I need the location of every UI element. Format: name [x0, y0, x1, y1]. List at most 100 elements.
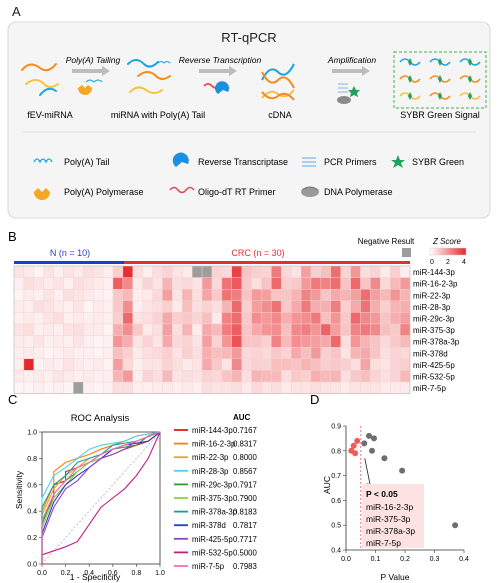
heatmap-cell — [142, 381, 153, 394]
step-polya-tailing: Poly(A) Tailing — [66, 55, 121, 65]
heatmap-cell — [201, 381, 213, 394]
heatmap-cell — [380, 300, 391, 313]
heatmap-cell — [340, 370, 351, 383]
heatmap-cell — [112, 312, 124, 325]
heatmap-cell — [340, 312, 351, 325]
heatmap-cell — [360, 277, 371, 290]
heatmap-cell — [271, 312, 282, 325]
heatmap-cell — [330, 312, 341, 325]
heatmap-cell — [231, 381, 242, 394]
scatter-ytick-label: 0.5 — [331, 523, 341, 530]
heatmap-cell — [142, 358, 153, 371]
roc-curve-miR-378a-3p — [41, 431, 161, 564]
heatmap-cell — [63, 347, 74, 360]
panel-a-letter: A — [12, 4, 21, 19]
roc-diagonal — [41, 431, 161, 565]
heatmap-cell — [83, 370, 94, 383]
heatmap-cell — [33, 300, 44, 313]
roc-legend-name: miR-375-3p — [192, 494, 233, 503]
heatmap-cell — [390, 277, 401, 290]
roc-ytick-label: 0.6 — [27, 482, 37, 489]
heatmap-cell — [251, 358, 262, 371]
significance-title: P < 0.05 — [366, 489, 398, 499]
heatmap-cell — [53, 312, 64, 325]
heatmap-cell — [241, 277, 252, 290]
heatmap-cell — [390, 358, 401, 371]
roc-xtick-label: 0.2 — [61, 570, 71, 577]
heatmap-cell — [261, 289, 272, 302]
heatmap-cell — [320, 381, 331, 394]
scatter-point — [366, 432, 372, 439]
scatter-point — [352, 450, 359, 457]
heatmap-cell — [53, 358, 64, 371]
scatter-xlabel: P Value — [381, 572, 410, 582]
scatter-point — [354, 437, 361, 444]
heatmap-cell — [53, 370, 64, 383]
heatmap-cell — [172, 370, 183, 383]
heatmap-cell — [13, 312, 25, 325]
heatmap-cell — [172, 265, 183, 278]
heatmap-cell — [13, 358, 25, 371]
significance-box — [362, 484, 424, 548]
heatmap-cell — [132, 335, 143, 348]
heatmap-cell — [191, 265, 203, 278]
heatmap-cell — [122, 335, 134, 348]
heatmap-cell — [211, 358, 223, 371]
polya-polymerase-legend-icon — [34, 188, 50, 200]
roc-title: ROC Analysis — [71, 413, 130, 424]
heatmap-cell — [172, 277, 183, 290]
heatmap-cell — [33, 289, 44, 302]
roc-legend-auc: 0.5000 — [233, 548, 258, 557]
heatmap-cell — [172, 358, 183, 371]
heatmap-cell — [162, 312, 173, 325]
heatmap-cell — [261, 370, 272, 383]
heatmap-cell — [310, 265, 322, 278]
heatmap-cell — [201, 323, 213, 336]
heatmap-cell — [112, 335, 124, 348]
heatmap-cell — [320, 265, 331, 278]
heatmap-cell — [370, 358, 381, 371]
arrow-2-icon — [199, 66, 237, 76]
heatmap-cell — [63, 312, 74, 325]
heatmap-cell — [142, 323, 153, 336]
heatmap-cell — [291, 323, 302, 336]
heatmap-cell — [142, 347, 153, 360]
heatmap-cell — [63, 300, 74, 313]
heatmap-cell — [390, 381, 401, 394]
heatmap-cell — [43, 323, 54, 336]
heatmap-cell — [92, 265, 104, 278]
heatmap-cell — [330, 347, 341, 360]
heatmap-cell — [122, 265, 134, 278]
heatmap-cell — [360, 347, 371, 360]
heatmap-cell — [13, 300, 25, 313]
heatmap-cell — [142, 335, 153, 348]
stage-sybr-signal: SYBR Green Signal — [400, 110, 480, 120]
roc-legend-auc: 0.8567 — [233, 467, 257, 476]
roc-legend-name: miR-16-2-3p — [192, 440, 236, 449]
group-n-label: N (n = 10) — [50, 248, 90, 258]
heatmap-cell — [132, 289, 143, 302]
heatmap-cell — [92, 335, 104, 348]
heatmap-cell — [73, 335, 84, 348]
roc-legend-auc: 0.8317 — [233, 440, 257, 449]
heatmap-cell — [251, 347, 262, 360]
heatmap-cell — [370, 300, 381, 313]
heatmap-cell — [191, 347, 203, 360]
heatmap-cell — [23, 347, 34, 360]
heatmap-cell — [399, 265, 411, 278]
heatmap-cell — [83, 335, 94, 348]
heatmap-cell — [310, 289, 322, 302]
heatmap-cell — [172, 323, 183, 336]
scatter-ytick-label: 0.6 — [331, 498, 341, 505]
heatmap-cell — [152, 300, 163, 313]
heatmap-cell — [63, 323, 74, 336]
heatmap-cell — [83, 300, 94, 313]
heatmap-cell — [370, 323, 381, 336]
heatmap-cell — [221, 265, 232, 278]
heatmap-cell — [291, 300, 302, 313]
heatmap-row-label: miR-16-2-3p — [413, 280, 458, 289]
heatmap-cell — [261, 312, 272, 325]
heatmap-cell — [73, 277, 84, 290]
roc-xtick-label: 1.0 — [155, 570, 165, 577]
